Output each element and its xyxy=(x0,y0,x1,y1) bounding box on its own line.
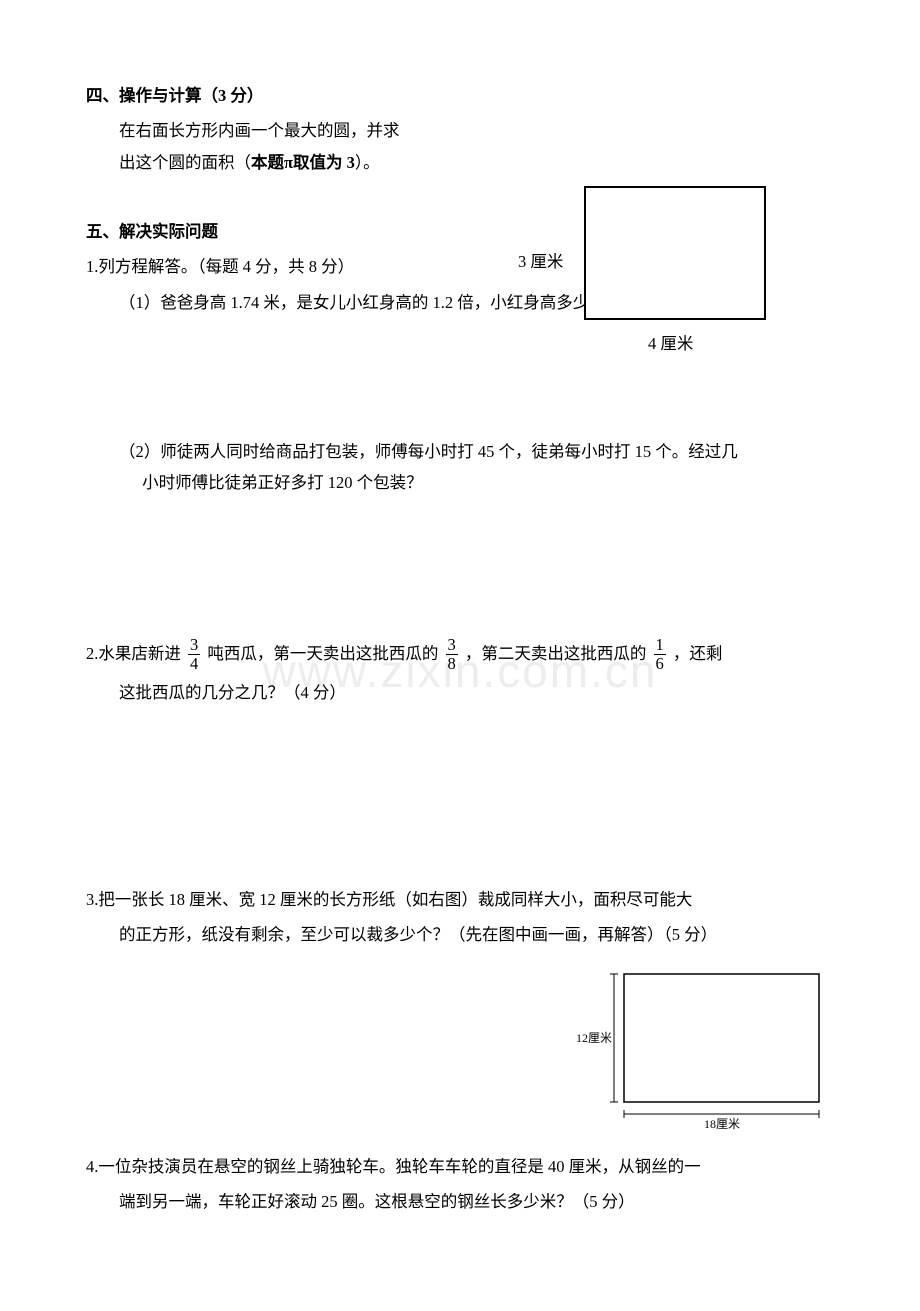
q1-sub2-l2: 小时师傅比徒弟正好多打 120 个包装？ xyxy=(86,467,834,498)
section4-line2: 出这个圆的面积（本题π取值为 3）。 xyxy=(86,147,834,178)
q1-sub2-l1: （2）师徒两人同时给商品打包装，师傅每小时打 45 个，徒弟每小时打 15 个。… xyxy=(86,436,834,467)
frac-den: 6 xyxy=(654,654,666,673)
rectangle-figure xyxy=(584,186,766,320)
q2-line2: 这批西瓜的几分之几？（4 分） xyxy=(86,677,834,708)
q3-l1: 3.把一张长 18 厘米、宽 12 厘米的长方形纸（如右图）裁成同样大小，面积尽… xyxy=(86,884,834,915)
frac-den: 8 xyxy=(446,654,458,673)
fraction-1-6: 16 xyxy=(654,637,666,673)
rect-label-3cm: 3 厘米 xyxy=(518,246,563,277)
q2-post: ，还剩 xyxy=(673,644,723,663)
frac-den: 4 xyxy=(188,654,200,673)
label-18cm: 18厘米 xyxy=(704,1117,740,1131)
rect-label-4cm: 4 厘米 xyxy=(648,328,693,359)
q2-mid2: ，第二天卖出这批西瓜的 xyxy=(465,644,647,663)
page-content: 四、操作与计算（3 分） 在右面长方形内画一个最大的圆，并求 出这个圆的面积（本… xyxy=(86,80,834,1311)
frac-num: 3 xyxy=(446,637,458,655)
s4-l2-pre: 出这个圆的面积（ xyxy=(119,153,251,172)
s4-l2-post: ）。 xyxy=(355,153,380,172)
fraction-3-8: 38 xyxy=(446,637,458,673)
s4-l2-bold: 本题π取值为 3 xyxy=(251,153,355,172)
q3-svg: 12厘米 18厘米 xyxy=(576,968,836,1140)
q2-line1: 2.水果店新进 34 吨西瓜，第一天卖出这批西瓜的 38 ，第二天卖出这批西瓜的… xyxy=(86,637,834,673)
label-12cm: 12厘米 xyxy=(576,1031,612,1045)
q3-l2: 的正方形，纸没有剩余，至少可以裁多少个？（先在图中画一画，再解答）（5 分） xyxy=(86,919,834,950)
q3-figure: 12厘米 18厘米 xyxy=(576,968,836,1150)
fraction-3-4: 34 xyxy=(188,637,200,673)
section4-line1: 在右面长方形内画一个最大的圆，并求 xyxy=(86,115,834,146)
section4-heading: 四、操作与计算（3 分） xyxy=(86,80,834,111)
q2-pre: 2.水果店新进 xyxy=(86,644,181,663)
frac-num: 3 xyxy=(188,637,200,655)
paper-rect xyxy=(624,974,819,1102)
q2-mid1: 吨西瓜，第一天卖出这批西瓜的 xyxy=(207,644,438,663)
q4-l1: 4.一位杂技演员在悬空的钢丝上骑独轮车。独轮车车轮的直径是 40 厘米，从钢丝的… xyxy=(86,1151,834,1182)
frac-num: 1 xyxy=(654,637,666,655)
q4-l2: 端到另一端，车轮正好滚动 25 圈。这根悬空的钢丝长多少米？（5 分） xyxy=(86,1186,834,1217)
